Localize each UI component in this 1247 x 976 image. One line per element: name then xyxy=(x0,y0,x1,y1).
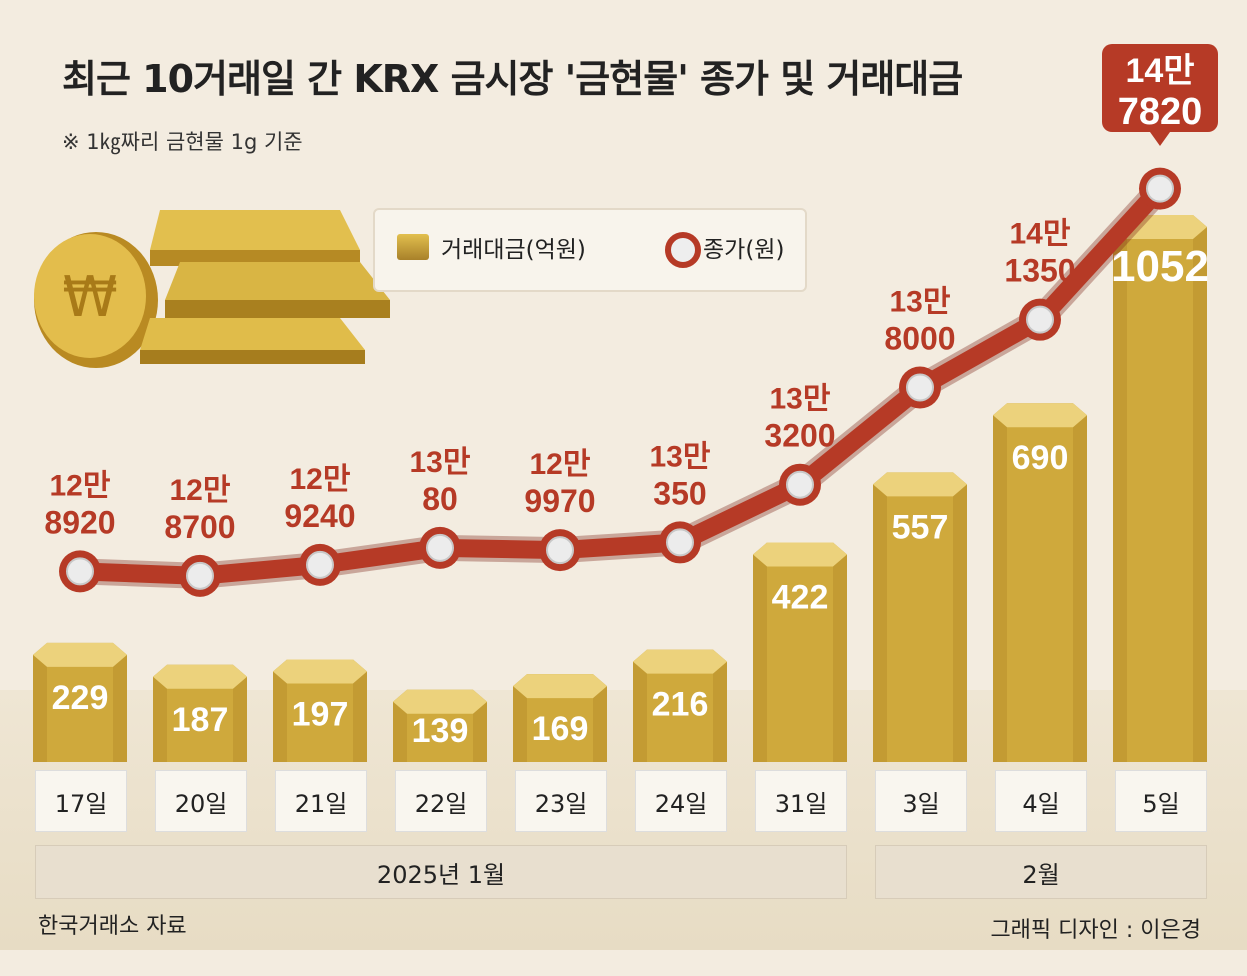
price-marker xyxy=(426,533,454,562)
volume-bar: 557 xyxy=(873,472,967,762)
x-tick-label: 22일 xyxy=(395,770,487,832)
price-marker xyxy=(786,470,814,499)
x-tick-label: 31일 xyxy=(755,770,847,832)
price-label-top: 13만 xyxy=(650,440,711,473)
volume-bar: 216 xyxy=(633,649,727,762)
chart-subnote: ※ 1㎏짜리 금현물 1g 기준 xyxy=(62,130,303,154)
gold-coin-icon: ₩ xyxy=(34,232,158,368)
price-label-top: 13만 xyxy=(770,383,831,416)
volume-label: 197 xyxy=(292,696,349,734)
volume-label: 216 xyxy=(652,686,709,724)
volume-bar-face xyxy=(287,671,353,762)
price-label-top: 12만 xyxy=(50,469,111,502)
volume-bar-face xyxy=(527,686,593,762)
gold-bars-icon xyxy=(140,210,390,364)
month-group-label: 2월 xyxy=(875,845,1207,899)
volume-bar: 187 xyxy=(153,664,247,762)
volume-bar-top xyxy=(273,659,367,684)
price-marker xyxy=(666,528,694,557)
volume-label: 169 xyxy=(532,710,589,748)
x-tick-label: 21일 xyxy=(275,770,367,832)
price-label-top: 13만 xyxy=(410,446,471,479)
volume-bar-face xyxy=(1127,226,1193,762)
x-tick-label: 17일 xyxy=(35,770,127,832)
volume-bar-face xyxy=(167,676,233,762)
credit-note: 그래픽 디자인 : 이은경 xyxy=(990,918,1201,943)
volume-bar: 422 xyxy=(753,542,847,762)
legend-volume-label: 거래대금(억원) xyxy=(441,237,586,263)
source-note: 한국거래소 자료 xyxy=(38,914,187,939)
volume-bar-top xyxy=(33,642,127,667)
price-label-bottom: 8700 xyxy=(164,509,235,545)
x-tick-label: 20일 xyxy=(155,770,247,832)
price-marker xyxy=(1146,174,1174,203)
volume-bar-face xyxy=(647,661,713,762)
price-line xyxy=(71,179,1169,585)
volume-label: 139 xyxy=(412,712,469,750)
price-callout xyxy=(1102,44,1218,132)
volume-bar: 229 xyxy=(33,642,127,762)
volume-bar: 169 xyxy=(513,674,607,762)
legend-line-swatch xyxy=(665,232,701,268)
price-marker xyxy=(1026,305,1054,334)
price-label-bottom: 350 xyxy=(653,475,706,511)
volume-bar-face xyxy=(887,484,953,762)
price-label-bottom: 8000 xyxy=(884,321,955,357)
volume-bar-top xyxy=(153,664,247,689)
price-label-bottom: 80 xyxy=(422,481,458,517)
price-label-top: 13만 xyxy=(890,286,951,319)
volume-bar-top xyxy=(993,403,1087,428)
volume-bar-face xyxy=(407,701,473,762)
legend: 거래대금(억원) 종가(원) xyxy=(373,208,807,292)
volume-label: 422 xyxy=(772,579,829,617)
price-label-top: 14만 xyxy=(1010,218,1071,251)
volume-bar-top xyxy=(633,649,727,674)
volume-bar: 197 xyxy=(273,659,367,762)
volume-bar: 139 xyxy=(393,689,487,762)
volume-bar-top xyxy=(873,472,967,497)
price-label-bottom: 8920 xyxy=(44,504,115,540)
price-label-bottom: 9970 xyxy=(524,483,595,519)
price-label-bottom: 3200 xyxy=(764,418,835,454)
x-tick-label: 5일 xyxy=(1115,770,1207,832)
volume-bar-top xyxy=(753,542,847,567)
x-tick-label: 3일 xyxy=(875,770,967,832)
volume-label: 690 xyxy=(1012,439,1069,477)
price-marker xyxy=(186,561,214,590)
volume-label: 557 xyxy=(892,508,949,546)
price-label-bottom: 1350 xyxy=(1004,253,1075,289)
volume-bar: 690 xyxy=(993,403,1087,762)
volume-bar: 1052 xyxy=(1111,214,1209,762)
volume-label: 1052 xyxy=(1111,242,1209,291)
volume-bar-face xyxy=(767,554,833,762)
legend-price-label: 종가(원) xyxy=(703,237,785,263)
volume-bar-top xyxy=(513,674,607,699)
price-label-bottom: 7820 xyxy=(1118,91,1203,133)
price-label-top: 12만 xyxy=(170,474,231,507)
price-marker xyxy=(906,373,934,402)
chart-title: 최근 10거래일 간 KRX 금시장 '금현물' 종가 및 거래대금 xyxy=(62,57,963,101)
price-marker xyxy=(546,536,574,565)
price-marker xyxy=(306,550,334,579)
volume-bar-face xyxy=(47,654,113,762)
volume-label: 229 xyxy=(52,679,109,717)
volume-label: 187 xyxy=(172,701,229,739)
legend-bar-swatch xyxy=(397,234,429,260)
price-label-top: 14만 xyxy=(1125,52,1194,90)
month-group-label: 2025년 1월 xyxy=(35,845,847,899)
price-label-top: 12만 xyxy=(290,463,351,496)
x-tick-label: 4일 xyxy=(995,770,1087,832)
price-label-top: 12만 xyxy=(530,448,591,481)
volume-bar-face xyxy=(1007,415,1073,762)
price-marker xyxy=(66,557,94,586)
price-callout-pointer xyxy=(1150,132,1170,146)
price-label-bottom: 9240 xyxy=(284,498,355,534)
volume-bar-top xyxy=(393,689,487,714)
x-tick-label: 24일 xyxy=(635,770,727,832)
x-tick-label: 23일 xyxy=(515,770,607,832)
svg-text:₩: ₩ xyxy=(62,265,117,330)
